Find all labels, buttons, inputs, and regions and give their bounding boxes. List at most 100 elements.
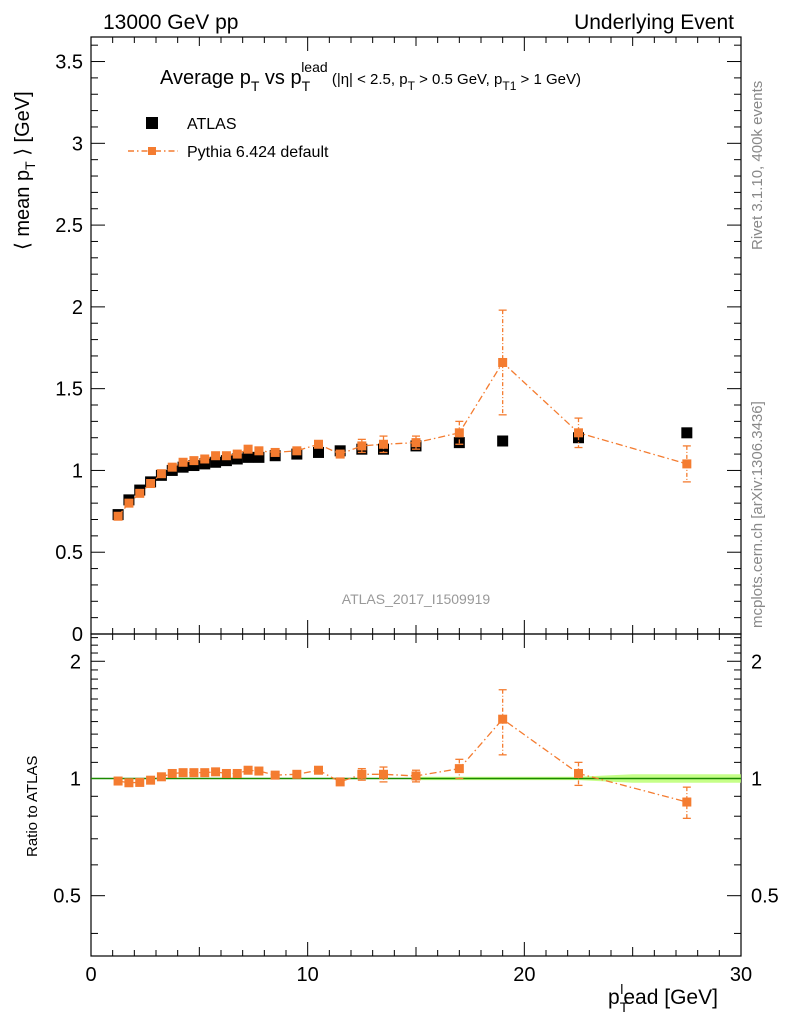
title-main: Average p (160, 67, 251, 89)
atlas-data-point (313, 446, 324, 458)
main-y-tick-label: 3.5 (55, 52, 83, 74)
legend-mc-marker (148, 147, 156, 155)
ratio-mc-point (146, 775, 156, 785)
atlas-data-point (220, 455, 232, 467)
main-mc-point (135, 488, 145, 498)
main-mc-point (498, 357, 508, 367)
atlas-data-point (253, 451, 265, 463)
main-y-tick-label: 3 (72, 133, 83, 155)
atlas-data-point (681, 427, 693, 439)
legend-atlas-label: ATLAS (187, 116, 237, 133)
ratio-mc-point (314, 765, 323, 775)
main-mc-point (232, 449, 242, 459)
ratio-mc-point (178, 768, 188, 778)
legend: ATLAS Pythia 6.424 default (128, 116, 329, 161)
title-cond3: > 1 GeV) (516, 71, 581, 88)
header-right: Underlying Event (574, 11, 734, 34)
atlas-data-point (497, 435, 509, 447)
plot-title: Average pT vs pTlead (|η| < 2.5, pT > 0.… (160, 59, 581, 94)
atlas-data-point (231, 453, 243, 465)
ratio-mc-point (270, 770, 280, 780)
ratio-plot-frame (90, 633, 742, 957)
title-vs: vs p (259, 67, 301, 89)
atlas-data-point (199, 458, 211, 470)
main-mc-point (574, 428, 583, 438)
ratio-mc-point (113, 776, 123, 786)
title-cond: (|η| < 2.5, p (328, 71, 408, 88)
main-y-tick-label: 2.5 (55, 215, 83, 237)
ratio-mc-point (135, 777, 145, 787)
main-y-tick-label: 0 (72, 624, 83, 646)
main-mc-line (117, 361, 688, 517)
main-mc-point (411, 438, 421, 448)
main-y-tick-label: 2 (72, 297, 83, 319)
x-axis-label: pTlead [GeV] (608, 981, 718, 1015)
ratio-mc-point (454, 764, 464, 774)
main-mc-point (254, 446, 264, 456)
main-mc-point (146, 479, 156, 489)
main-mc-point (221, 451, 231, 461)
atlas-data-point (378, 443, 389, 455)
main-mc-point (243, 444, 253, 454)
main-mc-point (211, 451, 221, 461)
header-left: 13000 GeV pp (103, 11, 238, 34)
main-mc-point (167, 462, 177, 472)
main-mc-point (454, 428, 464, 438)
title-sub4: T1 (502, 79, 516, 93)
main-mc-point (682, 459, 692, 469)
ratio-mc-point (574, 768, 583, 778)
ratio-y-tick-label-right: 2 (751, 651, 762, 673)
legend-mc-label: Pythia 6.424 default (187, 144, 329, 161)
ratio-mc-point (411, 771, 421, 781)
side-label-rivet: Rivet 3.1.10, 400k events (749, 81, 766, 250)
ratio-mc-point (124, 778, 134, 788)
main-mc-point (189, 456, 199, 466)
ratio-mc-point (211, 767, 221, 777)
ratio-y-tick-label-right: 1 (751, 768, 762, 790)
title-sub2: T (302, 78, 311, 94)
ratio-mc-line (117, 718, 687, 803)
atlas-data-point (210, 456, 222, 468)
title-sub1: T (251, 78, 260, 94)
main-mc-point (124, 498, 134, 508)
ratio-mc-point (357, 769, 367, 779)
main-mc-point (292, 446, 302, 456)
ratio-mc-point (254, 766, 264, 776)
ratio-mc-point (167, 768, 177, 778)
ratio-mc-point (232, 768, 242, 778)
ratio-y-tick-label: 1 (70, 768, 81, 790)
atlas-data-point (188, 460, 200, 472)
ratio-mc-point (335, 777, 345, 787)
main-y-axis-label: ⟨ mean pT ⟩ [GeV] (12, 91, 38, 250)
ratio-y-tick-label: 2 (70, 651, 81, 673)
legend-atlas-marker (146, 117, 158, 129)
ratio-y-axis-label: Ratio to ATLAS (24, 756, 41, 857)
ratio-y-tick-label: 0.5 (53, 886, 81, 908)
main-panel-content: 0 0.5 1 1.5 2 2.5 3 3.5 (55, 37, 742, 646)
title-sup2: lead (301, 59, 327, 75)
ratio-mc-point (243, 765, 253, 775)
ratio-mc-point (682, 797, 692, 807)
side-label-mcplots: mcplots.cern.ch [arXiv:1306.3436] (749, 401, 766, 628)
main-mc-point (335, 449, 345, 459)
main-mc-point (178, 457, 188, 467)
main-mc-point (113, 511, 123, 521)
main-mc-point (357, 441, 367, 451)
main-y-tick-label: 1.5 (55, 379, 83, 401)
atlas-data-point (242, 451, 254, 463)
ratio-mc-point (200, 768, 210, 778)
main-y-tick-label: 0.5 (55, 542, 83, 564)
ratio-mc-point (189, 768, 199, 778)
title-cond2: > 0.5 GeV, p (415, 71, 502, 88)
main-mc-point (379, 439, 388, 449)
analysis-watermark: ATLAS_2017_I1509919 (342, 591, 491, 607)
ratio-mc-point (379, 769, 388, 779)
x-tick-label: 10 (297, 964, 319, 986)
ratio-mc-point (292, 769, 302, 779)
ratio-y-tick-label-right: 0.5 (751, 886, 779, 908)
ratio-mc-point (221, 768, 231, 778)
title-sub3: T (408, 79, 416, 93)
x-tick-label: 30 (730, 964, 752, 986)
main-mc-point (156, 469, 166, 479)
